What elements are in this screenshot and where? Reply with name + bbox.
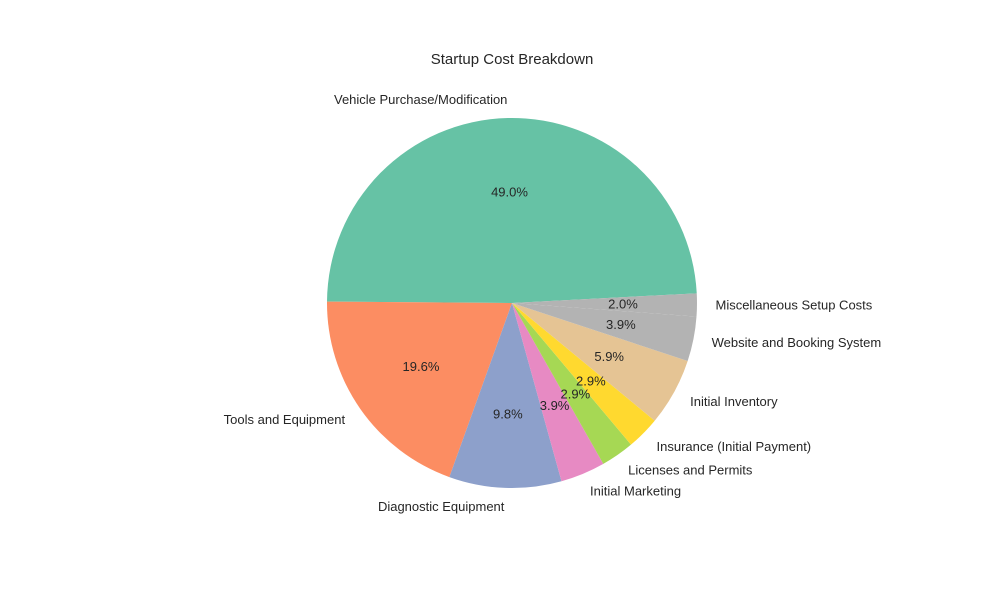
pie-slice-initial-marketing xyxy=(512,303,604,482)
percentage-label: 3.9% xyxy=(540,398,570,413)
percentage-label: 9.8% xyxy=(493,406,523,421)
percentage-labels: 49.0%19.6%9.8%3.9%2.9%2.9%5.9%3.9%2.0% xyxy=(403,185,639,422)
pie-slice-licenses-and-permits xyxy=(512,303,631,464)
percentage-label: 3.9% xyxy=(606,317,636,332)
percentage-label: 2.9% xyxy=(576,374,606,389)
percentage-label: 5.9% xyxy=(594,349,624,364)
chart-title: Startup Cost Breakdown xyxy=(431,51,594,68)
pie-slice-website-and-booking-system xyxy=(512,303,697,361)
pie-slice-insurance-initial-payment xyxy=(512,303,655,445)
category-label: Initial Inventory xyxy=(690,394,778,409)
pie-slice-initial-inventory xyxy=(512,303,688,421)
category-label: Website and Booking System xyxy=(712,335,882,350)
pie-slice-vehicle-purchase-modification xyxy=(327,118,697,303)
category-label: Tools and Equipment xyxy=(224,412,346,427)
category-label: Insurance (Initial Payment) xyxy=(657,439,812,454)
category-label: Miscellaneous Setup Costs xyxy=(715,298,872,313)
category-label: Diagnostic Equipment xyxy=(378,499,505,514)
pie-slice-tools-and-equipment xyxy=(327,301,512,478)
percentage-label: 2.0% xyxy=(608,297,638,312)
percentage-label: 2.9% xyxy=(561,387,591,402)
percentage-label: 19.6% xyxy=(403,359,440,374)
pie-slice-diagnostic-equipment xyxy=(449,303,562,489)
pie-slice-miscellaneous-setup-costs xyxy=(512,293,697,317)
category-label: Initial Marketing xyxy=(590,483,681,498)
pie-slices xyxy=(327,118,697,489)
category-label: Vehicle Purchase/Modification xyxy=(334,92,507,107)
percentage-label: 49.0% xyxy=(491,185,528,200)
category-labels: Vehicle Purchase/Modification Tools and E… xyxy=(224,92,882,514)
category-label: Licenses and Permits xyxy=(628,463,753,478)
